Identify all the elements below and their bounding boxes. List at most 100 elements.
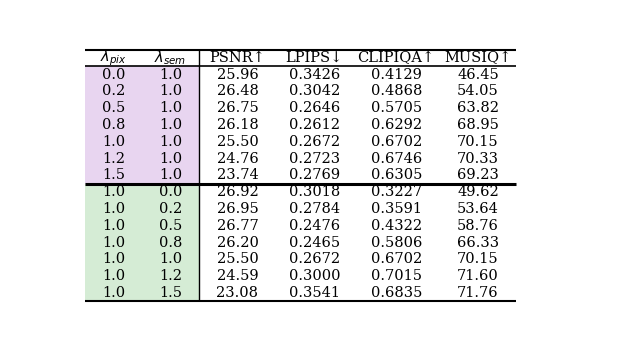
Text: 0.7015: 0.7015 bbox=[371, 269, 422, 283]
Bar bbox=[85, 150, 199, 167]
Text: 68.95: 68.95 bbox=[457, 118, 499, 132]
Text: 1.5: 1.5 bbox=[102, 169, 125, 182]
Text: 0.5: 0.5 bbox=[102, 101, 125, 115]
Text: $\lambda_{pix}$: $\lambda_{pix}$ bbox=[100, 48, 127, 68]
Text: 1.0: 1.0 bbox=[159, 84, 182, 99]
Bar bbox=[85, 134, 199, 150]
Text: 0.3591: 0.3591 bbox=[371, 202, 422, 216]
Text: 0.6746: 0.6746 bbox=[371, 152, 422, 166]
Text: 25.50: 25.50 bbox=[216, 135, 259, 149]
Text: 71.76: 71.76 bbox=[457, 286, 499, 300]
Text: 0.2: 0.2 bbox=[102, 84, 125, 99]
Text: 0.3227: 0.3227 bbox=[371, 185, 422, 199]
Text: 1.0: 1.0 bbox=[102, 202, 125, 216]
Bar bbox=[85, 100, 199, 117]
Text: 1.0: 1.0 bbox=[102, 236, 125, 249]
Text: 1.0: 1.0 bbox=[159, 68, 182, 82]
Bar bbox=[85, 217, 199, 234]
Text: 0.6835: 0.6835 bbox=[371, 286, 422, 300]
Bar bbox=[85, 167, 199, 184]
Text: 0.2612: 0.2612 bbox=[289, 118, 340, 132]
Text: 63.82: 63.82 bbox=[457, 101, 499, 115]
Text: 0.2646: 0.2646 bbox=[289, 101, 340, 115]
Bar bbox=[85, 284, 199, 301]
Text: 24.59: 24.59 bbox=[217, 269, 259, 283]
Text: CLIPIQA↑: CLIPIQA↑ bbox=[358, 51, 435, 65]
Text: 26.20: 26.20 bbox=[216, 236, 259, 249]
Text: 26.95: 26.95 bbox=[216, 202, 259, 216]
Text: 49.62: 49.62 bbox=[457, 185, 499, 199]
Text: 70.15: 70.15 bbox=[457, 135, 499, 149]
Text: 0.2723: 0.2723 bbox=[289, 152, 340, 166]
Text: 25.96: 25.96 bbox=[216, 68, 259, 82]
Text: 1.0: 1.0 bbox=[102, 286, 125, 300]
Text: 1.0: 1.0 bbox=[159, 252, 182, 266]
Text: 71.60: 71.60 bbox=[457, 269, 499, 283]
Text: LPIPS↓: LPIPS↓ bbox=[285, 51, 343, 65]
Text: 0.6702: 0.6702 bbox=[371, 135, 422, 149]
Text: 70.33: 70.33 bbox=[457, 152, 499, 166]
Text: 0.2465: 0.2465 bbox=[289, 236, 340, 249]
Text: $\lambda_{sem}$: $\lambda_{sem}$ bbox=[154, 48, 187, 67]
Text: 0.3000: 0.3000 bbox=[289, 269, 340, 283]
Text: 26.48: 26.48 bbox=[216, 84, 259, 99]
Text: 0.8: 0.8 bbox=[159, 236, 182, 249]
Text: 26.92: 26.92 bbox=[216, 185, 259, 199]
Text: 23.74: 23.74 bbox=[216, 169, 259, 182]
Text: 69.23: 69.23 bbox=[457, 169, 499, 182]
Bar bbox=[85, 234, 199, 251]
Bar bbox=[85, 251, 199, 268]
Text: 1.5: 1.5 bbox=[159, 286, 182, 300]
Text: 1.0: 1.0 bbox=[102, 219, 125, 233]
Text: 0.2672: 0.2672 bbox=[289, 135, 340, 149]
Text: 1.0: 1.0 bbox=[159, 135, 182, 149]
Text: 0.5705: 0.5705 bbox=[371, 101, 422, 115]
Text: 1.0: 1.0 bbox=[159, 152, 182, 166]
Text: 0.0: 0.0 bbox=[159, 185, 182, 199]
Text: 58.76: 58.76 bbox=[457, 219, 499, 233]
Text: 54.05: 54.05 bbox=[457, 84, 499, 99]
Bar bbox=[85, 268, 199, 284]
Text: 0.2784: 0.2784 bbox=[289, 202, 340, 216]
Text: 1.0: 1.0 bbox=[102, 252, 125, 266]
Text: 23.08: 23.08 bbox=[216, 286, 259, 300]
Text: 0.3426: 0.3426 bbox=[289, 68, 340, 82]
Text: 0.5806: 0.5806 bbox=[371, 236, 422, 249]
Text: 0.8: 0.8 bbox=[102, 118, 125, 132]
Text: 0.4322: 0.4322 bbox=[371, 219, 422, 233]
Text: 0.3018: 0.3018 bbox=[289, 185, 340, 199]
Text: 70.15: 70.15 bbox=[457, 252, 499, 266]
Bar bbox=[85, 117, 199, 134]
Text: 66.33: 66.33 bbox=[457, 236, 499, 249]
Text: 0.6702: 0.6702 bbox=[371, 252, 422, 266]
Text: 46.45: 46.45 bbox=[457, 68, 499, 82]
Text: MUSIQ↑: MUSIQ↑ bbox=[444, 51, 512, 65]
Text: 0.3042: 0.3042 bbox=[289, 84, 340, 99]
Text: 24.76: 24.76 bbox=[216, 152, 259, 166]
Text: 0.0: 0.0 bbox=[102, 68, 125, 82]
Text: 0.4868: 0.4868 bbox=[371, 84, 422, 99]
Text: 1.0: 1.0 bbox=[159, 169, 182, 182]
Text: 0.6305: 0.6305 bbox=[371, 169, 422, 182]
Text: 26.75: 26.75 bbox=[216, 101, 259, 115]
Bar bbox=[85, 83, 199, 100]
Text: 0.2672: 0.2672 bbox=[289, 252, 340, 266]
Text: 26.18: 26.18 bbox=[216, 118, 259, 132]
Bar bbox=[85, 66, 199, 83]
Text: 1.0: 1.0 bbox=[102, 185, 125, 199]
Text: 26.77: 26.77 bbox=[216, 219, 259, 233]
Text: 1.0: 1.0 bbox=[102, 269, 125, 283]
Text: 0.3541: 0.3541 bbox=[289, 286, 340, 300]
Text: 0.2476: 0.2476 bbox=[289, 219, 340, 233]
Text: 0.2769: 0.2769 bbox=[289, 169, 340, 182]
Text: 25.50: 25.50 bbox=[216, 252, 259, 266]
Text: 0.6292: 0.6292 bbox=[371, 118, 422, 132]
Text: 1.0: 1.0 bbox=[159, 101, 182, 115]
Text: 1.0: 1.0 bbox=[159, 118, 182, 132]
Text: PSNR↑: PSNR↑ bbox=[209, 51, 266, 65]
Text: 1.2: 1.2 bbox=[102, 152, 125, 166]
Text: 0.4129: 0.4129 bbox=[371, 68, 422, 82]
Text: 1.0: 1.0 bbox=[102, 135, 125, 149]
Text: 0.5: 0.5 bbox=[159, 219, 182, 233]
Bar bbox=[85, 201, 199, 217]
